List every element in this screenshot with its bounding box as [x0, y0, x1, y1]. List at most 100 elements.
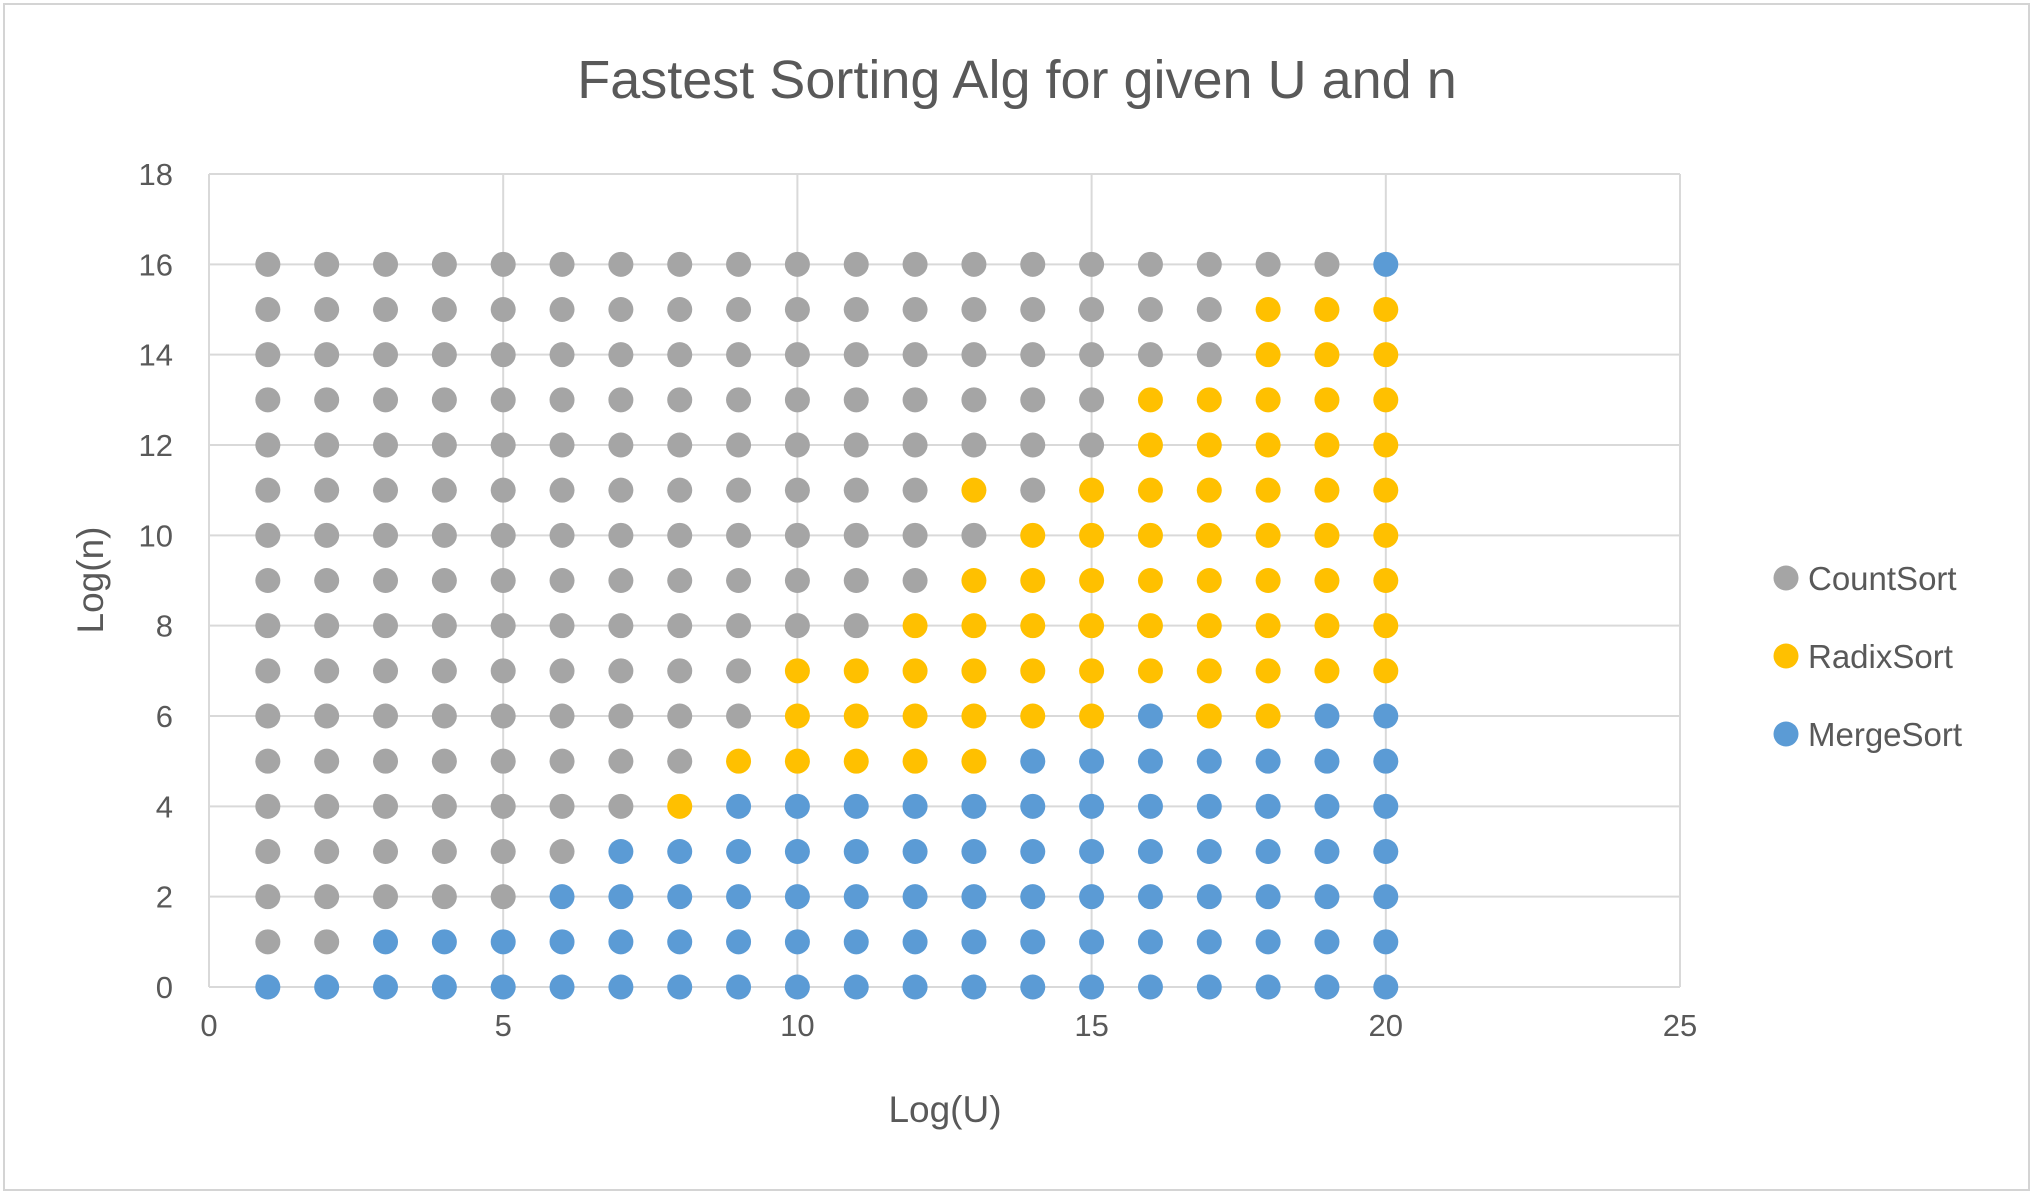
- x-tick-label: 20: [1369, 1008, 1403, 1043]
- countsort-point: [431, 613, 457, 639]
- radixsort-point: [784, 658, 810, 684]
- legend-marker-radixsort: [1773, 643, 1799, 669]
- mergesort-point: [549, 929, 575, 955]
- radixsort-point: [1196, 477, 1222, 503]
- mergesort-point: [726, 793, 752, 819]
- countsort-point: [255, 929, 281, 955]
- mergesort-point: [961, 793, 987, 819]
- radixsort-point: [961, 568, 987, 593]
- countsort-point: [726, 342, 752, 368]
- radixsort-point: [1196, 568, 1222, 593]
- countsort-point: [314, 387, 340, 413]
- mergesort-point: [431, 974, 457, 1000]
- radixsort-point: [1314, 432, 1340, 458]
- countsort-point: [490, 884, 516, 910]
- countsort-point: [1196, 342, 1222, 368]
- radixsort-point: [1020, 568, 1046, 593]
- countsort-point: [784, 432, 810, 458]
- countsort-point: [549, 793, 575, 819]
- countsort-point: [1079, 342, 1105, 368]
- countsort-point: [314, 703, 340, 729]
- radixsort-point: [1137, 568, 1163, 593]
- countsort-point: [608, 522, 634, 548]
- mergesort-point: [490, 974, 516, 1000]
- countsort-point: [608, 748, 634, 774]
- countsort-point: [255, 748, 281, 774]
- x-tick-label: 10: [780, 1008, 814, 1043]
- data-points: [255, 251, 1399, 1000]
- radixsort-point: [961, 658, 987, 684]
- countsort-point: [490, 251, 516, 277]
- countsort-point: [726, 568, 752, 593]
- radixsort-point: [1196, 387, 1222, 413]
- mergesort-point: [961, 929, 987, 955]
- y-tick-label: 8: [156, 609, 173, 644]
- countsort-point: [1020, 432, 1046, 458]
- mergesort-point: [1255, 974, 1281, 1000]
- mergesort-point: [1137, 974, 1163, 1000]
- mergesort-point: [1373, 703, 1399, 729]
- tick-labels: 0 2 4 6 8 10 12 14 16 18 0 5 10 15 20 25: [139, 157, 1698, 1043]
- countsort-point: [431, 342, 457, 368]
- mergesort-point: [1255, 884, 1281, 910]
- countsort-point: [431, 568, 457, 593]
- countsort-point: [255, 297, 281, 322]
- radixsort-point: [1020, 613, 1046, 639]
- countsort-point: [667, 613, 693, 639]
- radixsort-point: [1373, 387, 1399, 413]
- countsort-point: [902, 568, 928, 593]
- radixsort-point: [1373, 568, 1399, 593]
- legend: CountSort RadixSort MergeSort: [1773, 560, 1962, 753]
- radixsort-point: [1137, 432, 1163, 458]
- mergesort-point: [1373, 251, 1399, 277]
- countsort-point: [667, 658, 693, 684]
- mergesort-point: [1079, 839, 1105, 864]
- countsort-point: [373, 522, 399, 548]
- countsort-point: [314, 884, 340, 910]
- radixsort-point: [1314, 297, 1340, 322]
- y-tick-label: 14: [139, 338, 173, 373]
- y-axis-title: Log(n): [70, 527, 111, 634]
- countsort-point: [314, 432, 340, 458]
- radixsort-point: [1255, 703, 1281, 729]
- mergesort-point: [1196, 974, 1222, 1000]
- radixsort-point: [1373, 613, 1399, 639]
- mergesort-point: [784, 793, 810, 819]
- countsort-point: [490, 839, 516, 864]
- legend-marker-countsort: [1773, 565, 1799, 591]
- countsort-point: [431, 432, 457, 458]
- countsort-point: [1255, 251, 1281, 277]
- countsort-point: [431, 884, 457, 910]
- countsort-point: [549, 613, 575, 639]
- countsort-point: [490, 522, 516, 548]
- countsort-point: [431, 703, 457, 729]
- countsort-point: [314, 477, 340, 503]
- countsort-point: [549, 568, 575, 593]
- countsort-point: [549, 387, 575, 413]
- countsort-point: [490, 568, 516, 593]
- countsort-point: [373, 568, 399, 593]
- legend-label-countsort: CountSort: [1808, 560, 1957, 597]
- countsort-point: [549, 839, 575, 864]
- mergesort-point: [667, 884, 693, 910]
- mergesort-point: [961, 839, 987, 864]
- countsort-point: [1196, 297, 1222, 322]
- mergesort-point: [1314, 703, 1340, 729]
- countsort-point: [549, 251, 575, 277]
- countsort-point: [726, 522, 752, 548]
- mergesort-point: [1020, 748, 1046, 774]
- radixsort-point: [1079, 568, 1105, 593]
- x-axis-title: Log(U): [888, 1089, 1001, 1130]
- radixsort-point: [1314, 568, 1340, 593]
- y-tick-label: 10: [139, 518, 173, 553]
- countsort-point: [726, 432, 752, 458]
- countsort-point: [549, 658, 575, 684]
- mergesort-point: [1196, 884, 1222, 910]
- countsort-point: [314, 568, 340, 593]
- countsort-point: [1020, 297, 1046, 322]
- mergesort-point: [1373, 929, 1399, 955]
- countsort-point: [255, 522, 281, 548]
- mergesort-point: [784, 929, 810, 955]
- mergesort-point: [549, 884, 575, 910]
